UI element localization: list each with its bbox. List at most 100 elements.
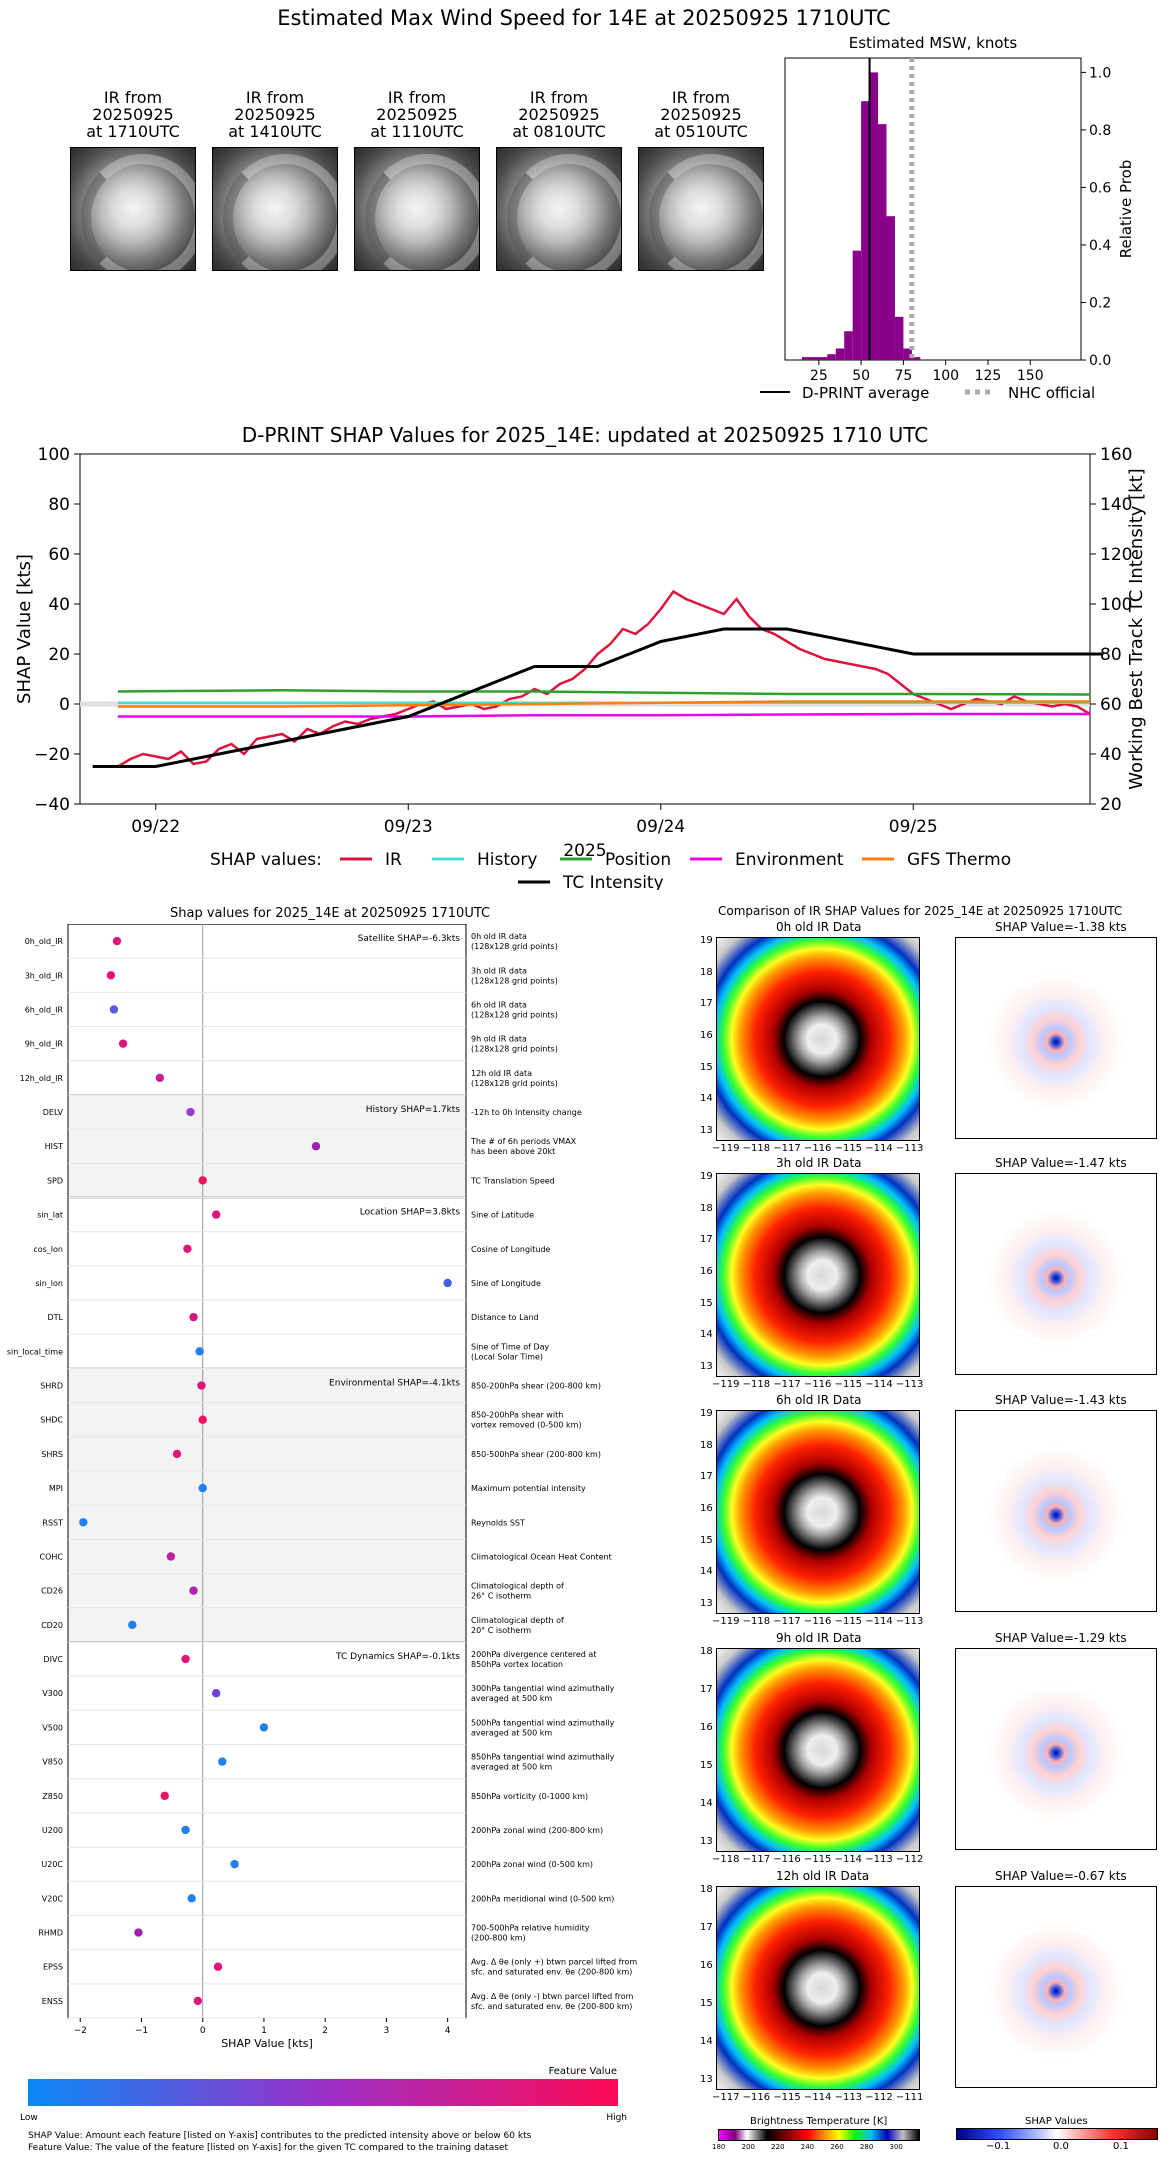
histogram-ytick-label: 1.0: [1089, 65, 1111, 81]
feature-desc: 200hPa meridional wind (0-500 km): [471, 1894, 614, 1903]
shap-xtick-label: 3: [384, 2026, 390, 2036]
ir-map-ytick: 17: [700, 1471, 713, 1483]
feature-desc: averaged at 500 km: [471, 1763, 552, 1772]
shap-xtick-label: 4: [445, 2026, 451, 2036]
feature-point: [443, 1278, 452, 1288]
feature-point: [211, 1689, 221, 1698]
ts-ytick-right-label: 60: [1100, 695, 1122, 715]
ts-ytick-label: 20: [48, 645, 70, 665]
thumbnail-caption-line: 20250925: [376, 105, 458, 124]
ir-map-ytick: 13: [700, 1598, 713, 1609]
ir-map-ytick: 19: [700, 935, 713, 946]
ir-map-ytick: 17: [700, 998, 713, 1010]
feature-name: cos_lon: [33, 1245, 63, 1254]
ir-map-ytick: 16: [700, 1266, 713, 1277]
shap-xtick-label: 0: [200, 2026, 206, 2036]
feature-desc: 500hPa tangential wind azimuthally: [471, 1718, 615, 1727]
ir-map-ytick: 15: [700, 1760, 713, 1771]
feature-desc: sfc. and saturated env. θe (200-800 km): [471, 1968, 632, 1977]
shap-panel-title: Shap values for 2025_14E at 20250925 171…: [170, 906, 491, 921]
feature-desc: 850hPa vorticity (0-1000 km): [471, 1792, 588, 1801]
feature-name: 6h_old_IR: [25, 1005, 64, 1014]
feature-name: CD26: [41, 1587, 63, 1596]
shap-value-label: SHAP Value=-1.38 kts: [995, 920, 1127, 934]
msw-histogram: Estimated MSW, knots 25 50 75 100 125 150 0.0 0.…: [760, 34, 1135, 402]
legend-label: TC Intensity: [562, 873, 664, 890]
thumbnail-caption-line: IR from: [103, 88, 163, 107]
feature-desc: 200hPa divergence centered at: [471, 1650, 596, 1659]
ir-map-ytick: 19: [700, 1171, 713, 1182]
ir-map-ytick: 13: [700, 1361, 713, 1372]
ir-data-label: 0h old IR Data: [776, 920, 862, 934]
feature-name: CD20: [41, 1621, 63, 1630]
feature-point: [134, 1928, 143, 1937]
feature-desc: 700-500hPa relative humidity: [471, 1924, 590, 1933]
feature-desc: 9h old IR data: [471, 1035, 527, 1044]
ir-map: [716, 1410, 920, 1614]
thumbnail-caption: IR from 20250925 at 0510UTC: [638, 89, 764, 140]
feature-name: SHRD: [40, 1382, 63, 1391]
feature-desc: vortex removed (0-500 km): [471, 1421, 582, 1430]
feature-name: DIVC: [43, 1655, 63, 1664]
group-label: Location SHAP=3.8kts: [360, 1208, 461, 1218]
feature-desc: 26° C isotherm: [471, 1592, 531, 1601]
ir-map-ytick: 16: [700, 1960, 713, 1971]
ts-xlabel: 2025: [563, 841, 606, 861]
feature-point: [183, 1244, 192, 1253]
cloud-swirl: [649, 154, 763, 270]
ir-map: [716, 937, 920, 1141]
histogram-bar: [852, 250, 862, 360]
thumbnail-caption: IR from 20250925 at 1710UTC: [70, 89, 196, 140]
ts-xtick-label: 09/22: [131, 817, 180, 837]
shap-xtick-label: 2: [322, 2026, 328, 2036]
ir-map-ytick: 18: [700, 1884, 713, 1895]
group-band: [68, 1094, 466, 1198]
ts-ytick-right-label: 40: [1100, 745, 1122, 765]
ir-map-ytick: 15: [700, 1534, 713, 1546]
shap-map: [955, 1886, 1157, 2088]
histogram-bar: [869, 72, 879, 360]
feature-point: [195, 1347, 204, 1356]
ir-data-label: 6h old IR Data: [776, 1393, 862, 1407]
feature-desc: Climatological Ocean Heat Content: [471, 1552, 612, 1561]
ts-ylabel-left: SHAP Value [kts]: [14, 554, 35, 704]
feature-name: V300: [42, 1689, 63, 1698]
feature-point: [109, 1005, 119, 1014]
histogram-bar: [911, 357, 921, 360]
ts-xtick-label: 09/24: [636, 817, 685, 837]
ir-thumbnail-image: [70, 147, 196, 271]
feature-name: COHC: [40, 1552, 64, 1561]
feature-point: [187, 1894, 196, 1903]
shap-map: [955, 1173, 1157, 1375]
feature-name: 0h_old_IR: [25, 937, 64, 946]
shap-timeseries: D-PRINT SHAP Values for 2025_14E: update…: [14, 423, 1147, 890]
legend-label: GFS Thermo: [907, 850, 1011, 870]
feature-desc: (128x128 grid points): [471, 942, 558, 951]
feature-name: HIST: [45, 1142, 63, 1151]
feature-name: DTL: [47, 1313, 63, 1322]
ir-map-ytick: 15: [700, 1998, 713, 2009]
feature-name: V850: [42, 1758, 63, 1767]
feature-point: [213, 1962, 223, 1971]
histogram-ytick-label: 0.4: [1089, 238, 1111, 254]
shap-value-label: SHAP Value=-1.47 kts: [995, 1156, 1127, 1170]
histogram-bar: [878, 124, 887, 361]
ir-map-ytick: 15: [700, 1061, 713, 1073]
histogram-ytick-label: 0.2: [1089, 295, 1111, 311]
feature-desc: Maximum potential intensity: [471, 1484, 586, 1493]
feature-desc: (200-800 km): [471, 1934, 526, 1943]
legend-label: Position: [605, 850, 671, 870]
feature-desc: 200hPa zonal wind (200-800 km): [471, 1826, 603, 1835]
feature-point: [106, 971, 116, 980]
feature-desc: 300hPa tangential wind azimuthally: [471, 1684, 615, 1693]
bt-colorbar: [718, 2129, 920, 2141]
ir-map-ytick: 18: [700, 1439, 713, 1451]
ir-data-label: 12h old IR Data: [776, 1869, 870, 1883]
legend-avg-label: D-PRINT average: [802, 384, 929, 402]
ir-map-ytick: 18: [700, 1202, 713, 1214]
histogram-xtick-label: 50: [852, 368, 870, 384]
ir-map-ytick: 14: [700, 1798, 713, 1809]
feature-desc: (128x128 grid points): [471, 1045, 558, 1054]
thumbnail-caption-line: at 0810UTC: [512, 122, 606, 141]
ir-compare-title: Comparison of IR SHAP Values for 2025_14…: [718, 904, 1123, 918]
